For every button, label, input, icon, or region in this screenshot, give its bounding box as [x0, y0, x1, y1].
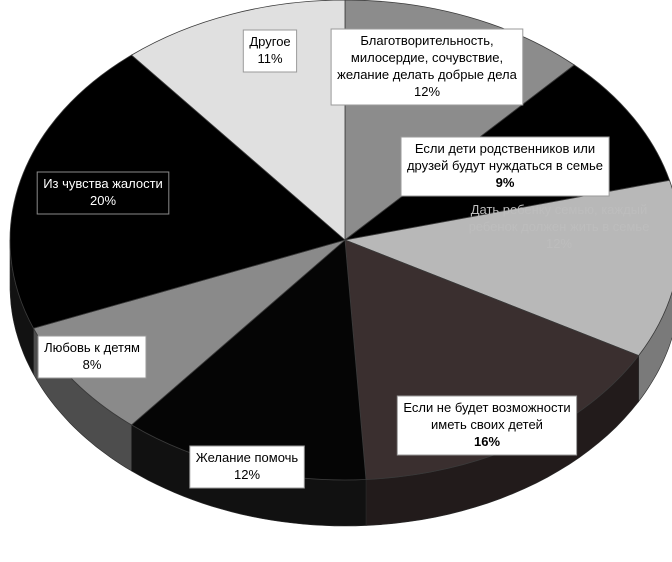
slice-label-box	[400, 136, 610, 197]
slice-label-box	[396, 395, 578, 456]
slice-label-box	[37, 335, 147, 379]
slice-label-7: Из чувства жалости 20%	[36, 171, 170, 215]
slice-category-label: милосердие, сочувствие,	[351, 50, 503, 65]
slice-category-label: друзей будут нуждаться в семье	[407, 158, 603, 173]
slice-category-label: Любовь к детям	[44, 340, 140, 355]
slice-category-label: иметь своих детей	[431, 417, 543, 432]
slice-category-label: Другое	[249, 34, 290, 49]
slice-label-1: Благотворительность, милосердие, сочувств…	[330, 28, 524, 106]
slice-category-label: желание делать добрые дела	[337, 67, 517, 82]
slice-category-label: Желание помочь	[196, 450, 299, 465]
slice-category-label: Дать ребенку семью, каждый	[471, 202, 648, 217]
slice-label-box	[189, 445, 305, 489]
pie-slice-7	[9, 54, 346, 329]
pie-label-layer: Благотворительность, милосердие, сочувств…	[36, 28, 650, 489]
slice-percent-label: 12%	[234, 467, 260, 482]
slice-percent-label: 12%	[546, 236, 572, 251]
slice-label-3: Дать ребенку семью, каждый ребенок должен…	[469, 202, 650, 251]
slice-category-label: Благотворительность,	[360, 33, 493, 48]
slice-label-6: Любовь к детям 8%	[37, 335, 147, 379]
slice-category-label: Если дети родственников или	[415, 141, 595, 156]
slice-label-box	[36, 171, 170, 215]
slice-label-5: Желание помочь 12%	[189, 445, 305, 489]
slice-category-label: ребенок должен жить в семье	[469, 219, 650, 234]
slice-percent-label: 8%	[83, 357, 102, 372]
slice-category-label: Если не будет возможности	[403, 400, 570, 415]
pie-slice-3	[343, 179, 672, 357]
slice-label-2: Если дети родственников или друзей будут …	[400, 136, 610, 197]
slice-label-box	[330, 28, 524, 106]
slice-percent-label: 11%	[257, 51, 282, 66]
slice-label-box	[242, 29, 298, 73]
slice-percent-label: 9%	[496, 175, 515, 190]
pie-slice-6	[32, 239, 346, 426]
slice-percent-label: 20%	[90, 193, 116, 208]
slice-percent-label: 16%	[474, 434, 500, 449]
slice-label-4: Если не будет возможности иметь своих дет…	[396, 395, 578, 456]
slice-label-8: Другое 11%	[242, 29, 298, 73]
slice-category-label: Из чувства жалости	[43, 176, 163, 191]
slice-percent-label: 12%	[414, 84, 440, 99]
